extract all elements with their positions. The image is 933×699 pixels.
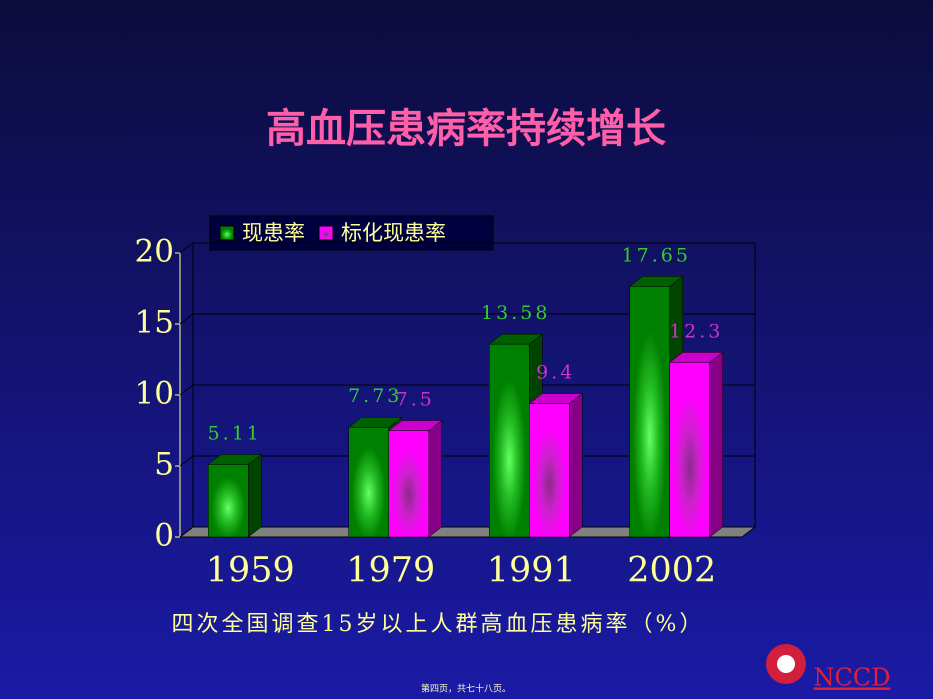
value-label: 9.4 (536, 362, 575, 384)
legend-box (209, 215, 494, 251)
y-tick-label: 5 (154, 447, 174, 483)
legend-swatch (318, 225, 334, 241)
bar-side (569, 393, 583, 538)
bar (669, 362, 710, 538)
logo-text: NCCD (814, 664, 891, 692)
grid-line-side (179, 313, 194, 325)
y-tick-label: 20 (135, 234, 174, 270)
bar (348, 426, 389, 538)
y-tick-label: 15 (135, 305, 174, 341)
legend-swatch (219, 225, 235, 241)
bar-side (428, 419, 442, 538)
bar-side (248, 453, 262, 538)
y-tick-label: 10 (135, 376, 174, 412)
value-label: 7.5 (396, 389, 435, 411)
logo: NCCD (766, 644, 890, 692)
y-tick-label: 0 (154, 518, 174, 554)
value-label: 7.73 (348, 385, 402, 407)
chart-title: 高血压患病率持续增长 (266, 106, 666, 152)
value-label: 13.58 (481, 302, 550, 324)
x-tick-label: 2002 (627, 551, 716, 591)
grid-line-side (179, 242, 194, 254)
x-tick-label: 1979 (346, 551, 435, 591)
bar (388, 430, 429, 538)
bar (489, 343, 530, 538)
x-tick-label: 1991 (487, 551, 576, 591)
value-label: 5.11 (208, 422, 262, 444)
grid-line-side (179, 384, 194, 396)
bar (529, 403, 570, 538)
chart-subtitle: 四次全国调查15岁以上人群高血压患病率（%） (172, 612, 705, 637)
bar (629, 286, 670, 538)
grid-line-side (179, 526, 194, 538)
bar (208, 464, 249, 538)
x-tick-label: 1959 (206, 551, 295, 591)
value-label: 17.65 (622, 244, 691, 266)
legend-label: 现患率 (242, 221, 305, 245)
legend-label: 标化现患率 (341, 221, 446, 245)
page-note: 第四页，共七十八页。 (421, 683, 511, 695)
value-label: 12.3 (669, 320, 723, 342)
bar-side (709, 351, 723, 538)
grid-line-side (179, 455, 194, 467)
logo-emblem (777, 655, 795, 673)
